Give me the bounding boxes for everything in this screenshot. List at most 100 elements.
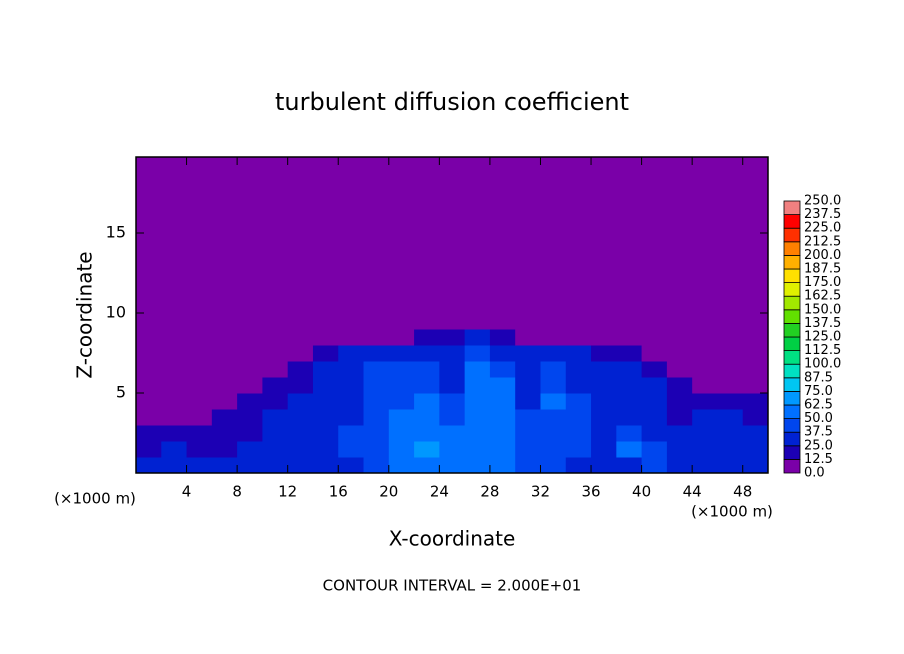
heatmap-cell (666, 157, 693, 330)
heatmap-cell (161, 377, 188, 394)
heatmap-cell (540, 377, 567, 394)
heatmap-cell (464, 409, 491, 426)
colorbar-label: 75.0 (804, 384, 833, 399)
heatmap-cell (414, 377, 440, 394)
heatmap-cell (262, 425, 289, 442)
heatmap-cell (717, 425, 744, 442)
heatmap-cell (489, 409, 516, 426)
x-axis-label: X-coordinate (389, 527, 516, 551)
heatmap-cell (742, 393, 769, 410)
heatmap-cell (388, 409, 415, 426)
heatmap-cell (262, 457, 289, 474)
colorbar-label: 187.5 (804, 262, 841, 277)
heatmap-cell (666, 393, 693, 410)
heatmap-cell (489, 377, 516, 394)
heatmap-cell (186, 345, 213, 362)
colorbar-swatch (783, 445, 801, 460)
heatmap-cell (641, 377, 668, 394)
heatmap-cell (414, 457, 440, 474)
heatmap-cell (237, 157, 263, 330)
heatmap-cell (439, 329, 466, 346)
heatmap-cell (312, 361, 339, 378)
heatmap-cell (262, 393, 289, 410)
colorbar-label: 212.5 (804, 234, 841, 249)
heatmap-cell (312, 377, 339, 394)
heatmap-cell (666, 409, 693, 426)
x-tick-label: 20 (379, 483, 398, 501)
colorbar-label: 62.5 (804, 398, 833, 413)
heatmap-cell (489, 425, 516, 442)
heatmap-cell (211, 361, 238, 378)
heatmap-cell (161, 157, 188, 330)
colorbar-swatch (783, 431, 801, 447)
heatmap-cell (262, 361, 289, 378)
heatmap-cell (616, 425, 643, 442)
heatmap-cell (161, 329, 188, 346)
colorbar-label: 237.5 (804, 207, 841, 222)
colorbar-swatch (783, 268, 801, 284)
heatmap-cell (287, 457, 314, 474)
heatmap-cell (717, 157, 744, 330)
colorbar-swatch (783, 458, 801, 474)
heatmap-cell (388, 157, 415, 330)
heatmap-cell (666, 361, 693, 378)
heatmap-cell (211, 393, 238, 410)
heatmap-cell (616, 361, 643, 378)
heatmap-cell (338, 393, 365, 410)
heatmap-cell (565, 393, 592, 410)
colorbar-swatch (783, 309, 801, 324)
heatmap-cell (641, 457, 668, 474)
heatmap-cell (211, 157, 238, 330)
heatmap-cell (312, 425, 339, 442)
heatmap-cell (439, 409, 466, 426)
colorbar-label: 162.5 (804, 289, 841, 304)
heatmap-cell (237, 409, 263, 426)
heatmap-cell (262, 377, 289, 394)
heatmap-cell (161, 345, 188, 362)
heatmap-cell (515, 457, 541, 474)
colorbar-swatch (783, 200, 801, 216)
heatmap-cell (591, 409, 617, 426)
heatmap-cell (540, 361, 567, 378)
heatmap-cell (540, 345, 567, 362)
heatmap-cell (363, 425, 390, 442)
colorbar-label: 100.0 (804, 357, 841, 372)
heatmap-cell (312, 409, 339, 426)
heatmap-cell (692, 409, 718, 426)
heatmap-cell (515, 377, 541, 394)
heatmap-cell (565, 457, 592, 474)
heatmap-cell (262, 329, 289, 346)
heatmap-cell (489, 345, 516, 362)
heatmap-cell (287, 425, 314, 442)
heatmap-cell (237, 425, 263, 442)
colorbar-label: 250.0 (804, 194, 841, 209)
heatmap-cell (616, 393, 643, 410)
heatmap-cell (363, 409, 390, 426)
colorbar-swatch (783, 214, 801, 229)
colorbar-swatch (783, 336, 801, 352)
heatmap-cell (515, 409, 541, 426)
heatmap-cell (161, 409, 188, 426)
heatmap-cell (312, 157, 339, 330)
heatmap-cell (666, 457, 693, 474)
heatmap-cell (414, 157, 440, 330)
heatmap-cell (515, 345, 541, 362)
heatmap-cell (287, 377, 314, 394)
heatmap-cell (641, 409, 668, 426)
heatmap-cell (515, 329, 541, 346)
heatmap-cell (565, 157, 592, 330)
heatmap-cell (287, 345, 314, 362)
heatmap-cell (565, 361, 592, 378)
colorbar-label: 175.0 (804, 275, 841, 290)
heatmap-cell (211, 457, 238, 474)
heatmap-cell (388, 329, 415, 346)
heatmap-cell (439, 425, 466, 442)
heatmap-cell (237, 329, 263, 346)
heatmap-cell (591, 457, 617, 474)
heatmap-cell (717, 345, 744, 362)
heatmap-cell (565, 329, 592, 346)
y-axis-label: Z-coordinate (73, 251, 97, 378)
heatmap-cell (287, 409, 314, 426)
heatmap-cell (312, 345, 339, 362)
heatmap-cell (388, 457, 415, 474)
